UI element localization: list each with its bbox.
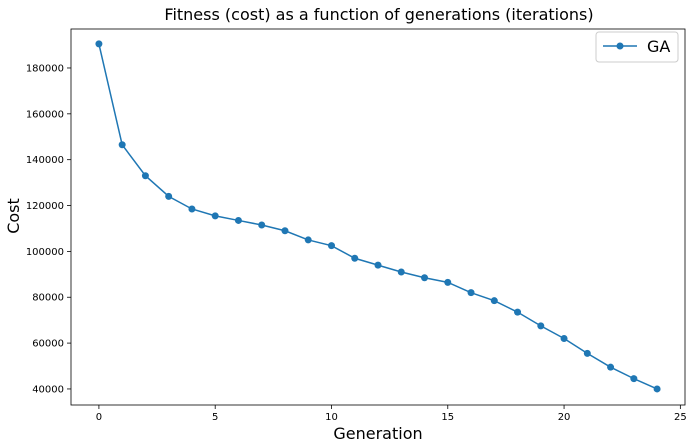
y-tick-label-1: 60000 — [32, 339, 64, 350]
x-axis-label: Generation — [333, 424, 422, 443]
legend-entry-ga: GA — [647, 37, 670, 56]
data-point-23 — [630, 375, 638, 383]
data-point-11 — [351, 254, 359, 262]
y-tick-label-5: 140000 — [26, 155, 64, 166]
data-point-19 — [537, 322, 545, 330]
axes-frame — [70, 28, 686, 406]
y-axis-label: Cost — [4, 198, 23, 234]
plot-area: 0 5 10 15 20 25 40000 60000 80000 100000 120000 140… — [26, 28, 687, 423]
data-point-0 — [95, 40, 103, 48]
data-point-6 — [234, 216, 242, 224]
data-point-15 — [444, 278, 452, 286]
data-point-18 — [514, 308, 522, 316]
data-point-8 — [281, 227, 289, 235]
data-point-1 — [118, 141, 126, 149]
x-tick-label-2: 10 — [325, 412, 338, 423]
data-point-24 — [653, 385, 661, 393]
y-tick-label-6: 160000 — [26, 109, 64, 120]
y-tick-label-0: 40000 — [32, 384, 64, 395]
x-tick-label-5: 25 — [674, 412, 687, 423]
x-tick-label-0: 0 — [96, 412, 102, 423]
chart-title: Fitness (cost) as a function of generati… — [164, 5, 593, 24]
x-tick-label-1: 5 — [212, 412, 218, 423]
data-point-5 — [211, 212, 219, 220]
data-point-10 — [327, 242, 335, 250]
data-point-12 — [374, 261, 382, 269]
y-tick-label-7: 180000 — [26, 63, 64, 74]
data-point-22 — [607, 363, 615, 371]
legend-marker-swatch — [616, 42, 624, 50]
legend: GA — [595, 31, 679, 63]
y-tick-label-2: 80000 — [32, 293, 64, 304]
y-tick-label-4: 120000 — [26, 201, 64, 212]
x-tick-label-4: 20 — [558, 412, 571, 423]
data-point-13 — [397, 268, 405, 276]
data-point-17 — [490, 297, 498, 305]
x-tick-label-3: 15 — [441, 412, 454, 423]
y-tick-label-3: 100000 — [26, 247, 64, 258]
data-point-4 — [188, 205, 196, 213]
data-point-2 — [141, 172, 149, 180]
data-point-16 — [467, 289, 475, 297]
data-point-3 — [165, 192, 173, 200]
data-point-14 — [421, 274, 429, 282]
data-point-7 — [258, 221, 266, 229]
data-point-9 — [304, 236, 312, 244]
legend-frame — [595, 31, 679, 63]
data-point-21 — [583, 349, 591, 357]
data-point-20 — [560, 335, 568, 343]
